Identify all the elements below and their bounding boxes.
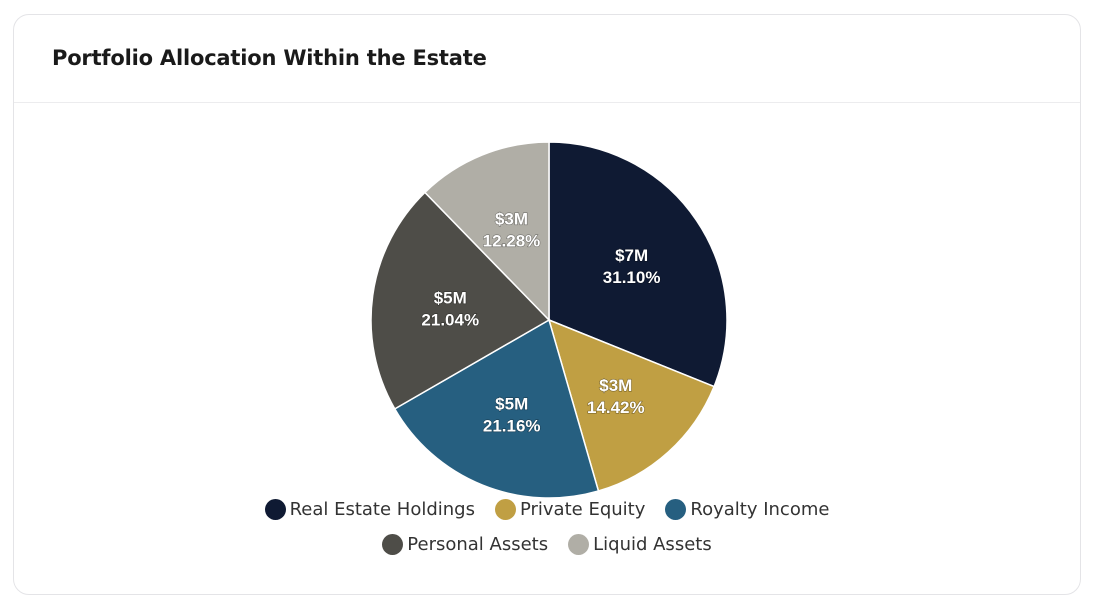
slice-value-label: $3M — [599, 376, 632, 395]
legend-label: Personal Assets — [407, 534, 549, 555]
pie-slice-liquid-assets[interactable] — [423, 141, 550, 322]
slice-value-label: $7M — [615, 246, 648, 265]
pie-slice-personal-assets[interactable] — [370, 191, 551, 410]
legend-swatch — [382, 534, 404, 555]
legend-item-personal-assets[interactable]: Personal Assets — [382, 534, 548, 555]
legend-label: Real Estate Holdings — [289, 499, 475, 520]
slice-percent-label: 21.16% — [483, 416, 541, 435]
chart-area: $7M 31.10% $3M 14.42% $5M 21.16% $5M 21.04% $3M 1… — [14, 103, 1080, 594]
legend-row: Real Estate Holdings Private Equity Royalt… — [264, 499, 829, 520]
legend-row: Personal Assets Liquid Assets — [382, 534, 712, 555]
slice-value-label: $3M — [495, 210, 528, 229]
slice-percent-label: 12.28% — [483, 232, 541, 251]
legend-item-royalty-income[interactable]: Royalty Income — [665, 499, 829, 520]
slice-percent-label: 31.10% — [603, 268, 661, 287]
legend-item-real-estate-holdings[interactable]: Real Estate Holdings — [264, 499, 475, 520]
legend-swatch — [264, 499, 286, 520]
legend-item-private-equity[interactable]: Private Equity — [494, 499, 646, 520]
legend-label: Private Equity — [519, 499, 646, 520]
legend-item-liquid-assets[interactable]: Liquid Assets — [568, 534, 712, 555]
slice-value-label: $5M — [495, 394, 528, 413]
pie-chart: $7M 31.10% $3M 14.42% $5M 21.16% $5M 21.04% $3M 1… — [370, 141, 728, 499]
chart-legend: Real Estate Holdings Private Equity Royalt… — [14, 499, 1080, 555]
card-header: Portfolio Allocation Within the Estate — [14, 15, 1080, 103]
chart-card: Portfolio Allocation Within the Estate $… — [13, 14, 1081, 595]
chart-title: Portfolio Allocation Within the Estate — [52, 45, 487, 70]
legend-swatch — [568, 534, 590, 555]
legend-label: Liquid Assets — [593, 534, 712, 555]
slice-value-label: $5M — [434, 288, 467, 307]
pie-slice-real-estate-holdings[interactable] — [548, 141, 728, 388]
pie-slice-royalty-income[interactable] — [393, 318, 600, 499]
legend-swatch — [665, 499, 687, 520]
legend-swatch — [494, 499, 516, 520]
slice-percent-label: 21.04% — [421, 310, 479, 329]
legend-label: Royalty Income — [690, 499, 830, 520]
slice-percent-label: 14.42% — [587, 398, 645, 417]
pie-slice-private-equity[interactable] — [547, 318, 716, 492]
